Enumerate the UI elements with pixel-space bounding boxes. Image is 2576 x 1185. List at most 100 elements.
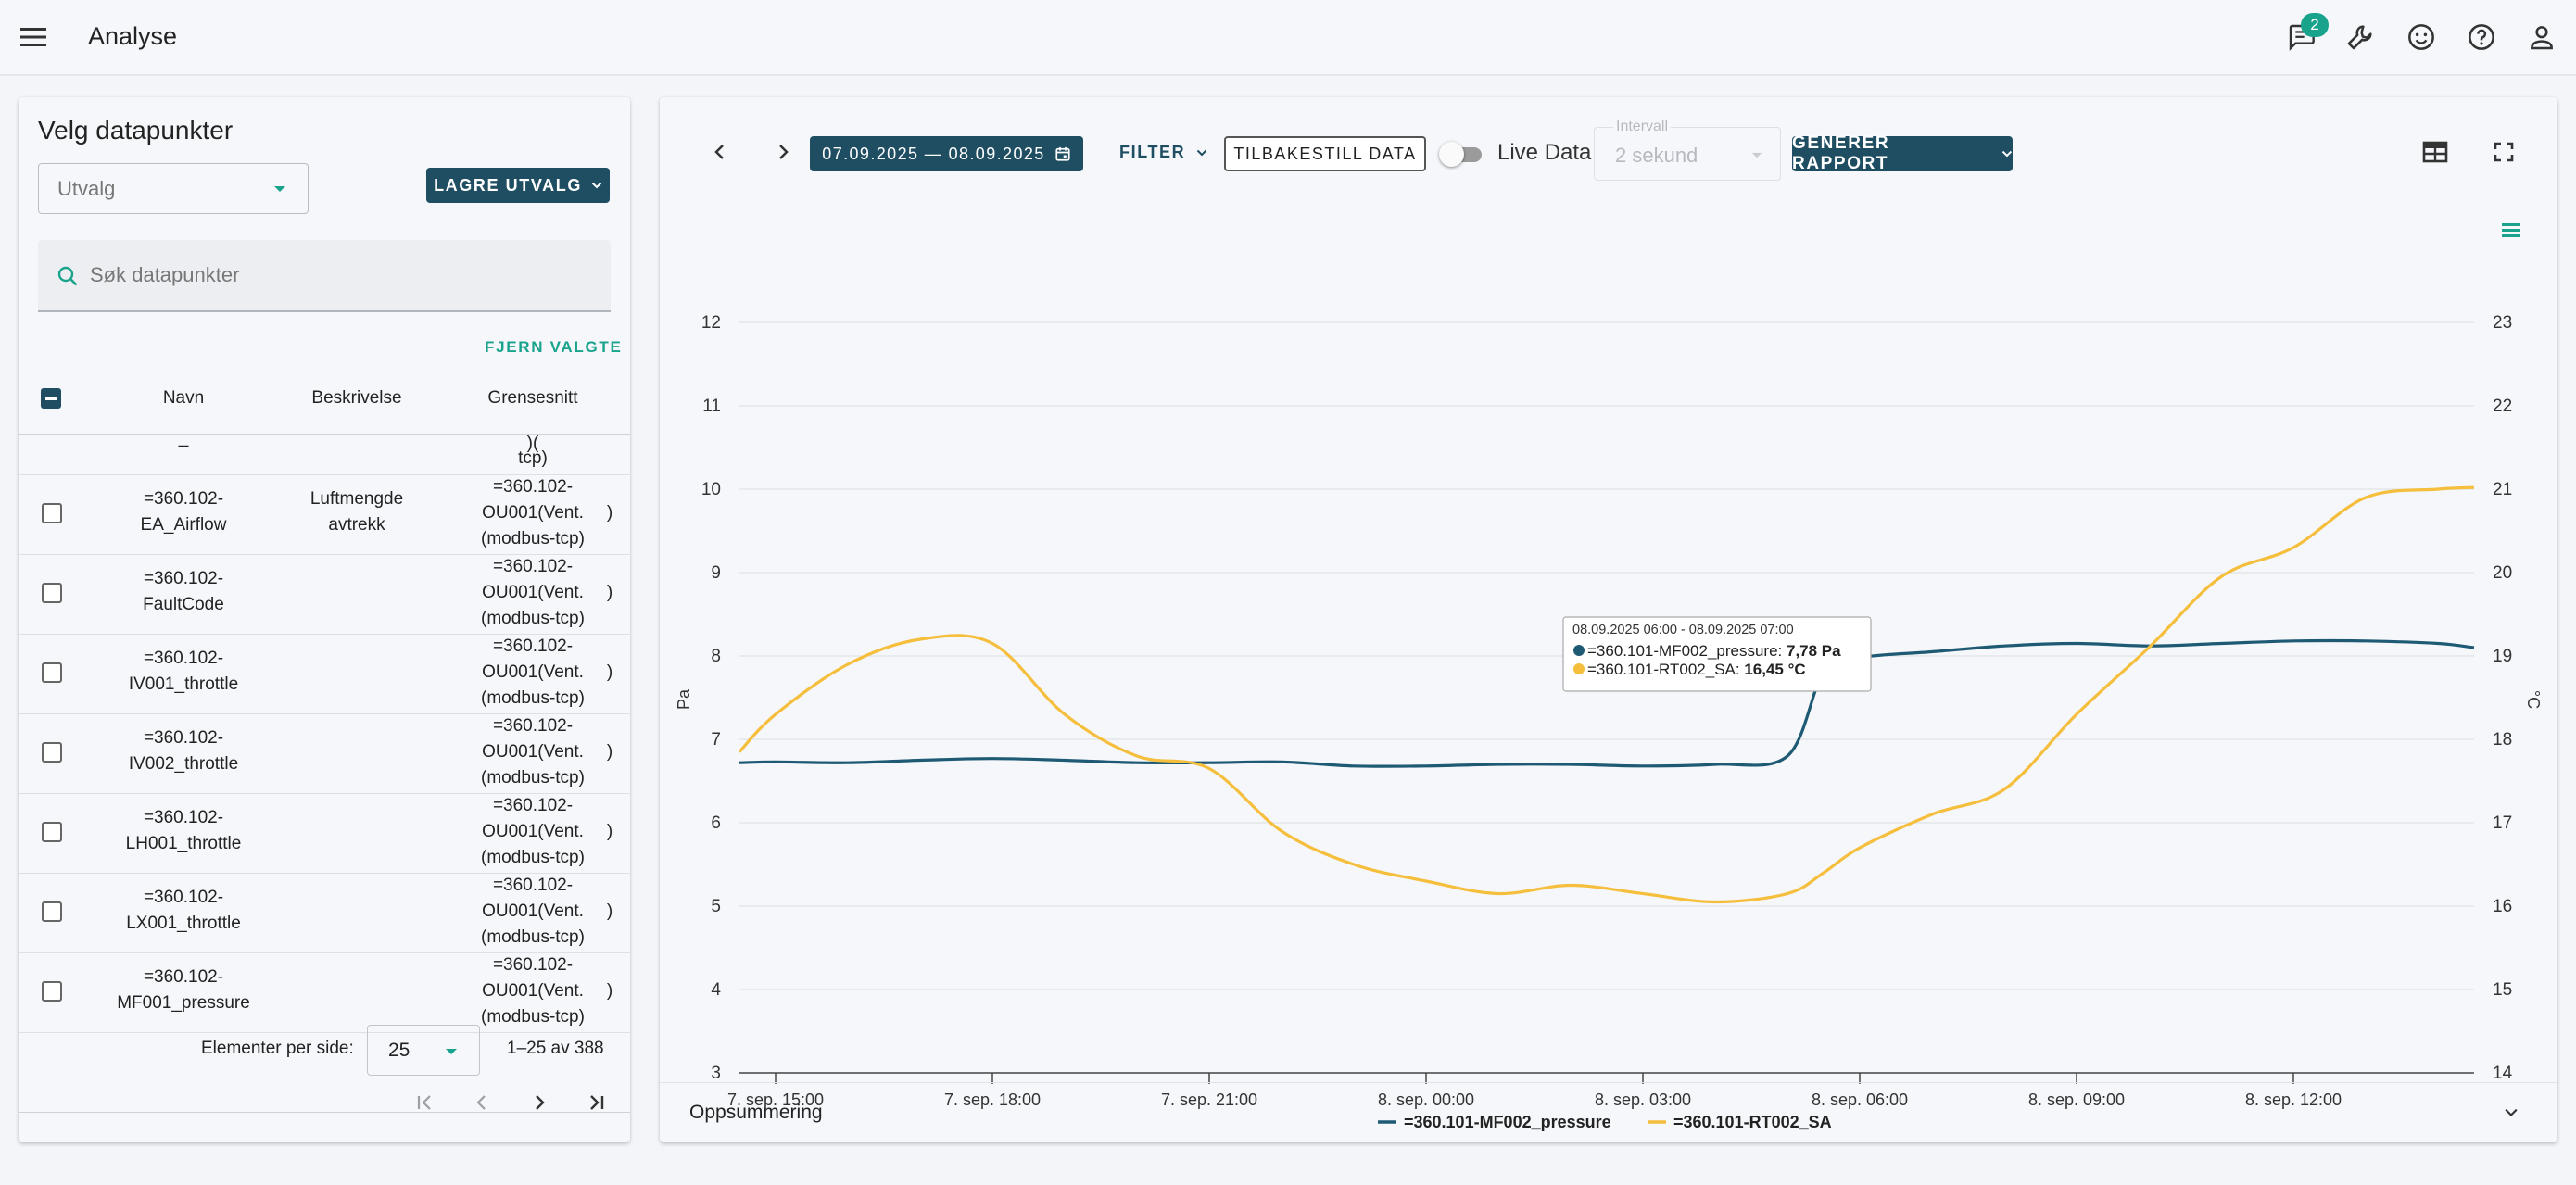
interval-value: 2 sekund: [1615, 144, 1698, 167]
table-row[interactable]: =360.102- IV001_throttle =360.102- OU001(Ve…: [19, 635, 630, 714]
save-selection-button[interactable]: LAGRE UTVALG: [426, 168, 610, 203]
row-description-line1: Luftmengde: [309, 489, 404, 509]
row-name-line1: =360.102-: [143, 569, 224, 588]
row-interface-line2: OU001(Vent.: [482, 662, 584, 682]
interval-label: Intervall: [1613, 119, 1672, 135]
line-chart[interactable]: 3 4 5 6 7 8 9 10 11 12 Pa 14 15 16 17 18 19 20 21 22 23 °C 7…: [660, 199, 2557, 1185]
chevron-down-icon: [1197, 149, 1207, 156]
selection-placeholder: Utvalg: [57, 177, 116, 200]
y-right-tick-label: 22: [2493, 397, 2512, 416]
table-row[interactable]: =360.102- LX001_throttle =360.102- OU001(Ve…: [19, 874, 630, 953]
dropdown-arrow-icon: [274, 186, 285, 192]
menu-icon[interactable]: [11, 15, 56, 59]
column-header-description[interactable]: Beskrivelse: [311, 388, 402, 408]
filter-button[interactable]: FILTER: [1119, 143, 1207, 162]
summary-divider: [660, 1082, 2557, 1083]
partial-row-interface: tcp): [518, 448, 548, 468]
row-name-line2: IV001_throttle: [128, 674, 239, 694]
card-title: Velg datapunkter: [38, 116, 234, 145]
save-selection-label: LAGRE UTVALG: [434, 175, 582, 195]
row-interface-paren: ): [606, 503, 613, 523]
x-tick-label: 8. sep. 03:00: [1595, 1090, 1691, 1109]
reset-data-button[interactable]: TILBAKESTILL DATA: [1224, 136, 1426, 171]
legend-label: =360.101-MF002_pressure: [1404, 1113, 1611, 1131]
select-all-checkbox[interactable]: [41, 388, 61, 409]
chart-card: 07.09.2025 — 08.09.2025 FILTER TILBAKEST…: [660, 97, 2557, 1142]
row-interface-line3: (modbus-tcp): [481, 927, 585, 947]
chevron-down-icon: [2001, 150, 2013, 158]
smiley-icon[interactable]: [2399, 15, 2443, 59]
previous-period-icon[interactable]: [709, 141, 731, 163]
row-interface-paren: ): [606, 901, 613, 921]
summary-label: Oppsummering: [689, 1102, 823, 1123]
generate-report-button[interactable]: GENERER RAPPORT: [1792, 133, 2013, 173]
live-data-toggle[interactable]: [1439, 142, 1487, 167]
x-tick-label: 8. sep. 00:00: [1378, 1090, 1474, 1109]
row-interface-line1: =360.102-: [492, 557, 574, 576]
row-checkbox[interactable]: [42, 742, 62, 763]
row-name-line1: =360.102-: [143, 967, 224, 987]
search-field[interactable]: Søk datapunkter: [38, 240, 611, 312]
y-left-tick-label: 4: [711, 980, 721, 1000]
x-axis: 7. sep. 15:00 7. sep. 18:00 7. sep. 21:00 8…: [727, 1072, 2474, 1109]
remove-selected-button[interactable]: FJERN VALGTE: [485, 338, 623, 356]
row-description-line2: avtrekk: [328, 515, 385, 535]
row-interface-line2: OU001(Vent.: [482, 503, 584, 523]
y-left-tick-label: 7: [711, 730, 721, 750]
row-interface-paren: ): [606, 822, 613, 841]
row-interface-line2: OU001(Vent.: [482, 901, 584, 921]
table-row[interactable]: =360.102- IV002_throttle =360.102- OU001(Ve…: [19, 714, 630, 794]
search-placeholder: Søk datapunkter: [90, 263, 240, 286]
app-bar: Analyse 2: [0, 0, 2576, 76]
row-checkbox[interactable]: [42, 662, 62, 683]
pagination-range: 1–25 av 388: [507, 1039, 604, 1058]
tooltip-title: 08.09.2025 06:00 - 08.09.2025 07:00: [1572, 623, 1794, 637]
previous-page-icon[interactable]: [471, 1091, 493, 1114]
help-icon[interactable]: [2459, 15, 2504, 59]
y-axis-left: 3 4 5 6 7 8 9 10 11 12 Pa: [675, 313, 721, 1083]
column-header-interface[interactable]: Grensesnitt: [487, 388, 578, 408]
fullscreen-icon[interactable]: [2493, 141, 2515, 163]
chevron-down-icon: [591, 182, 602, 189]
datapoint-table[interactable]: _ )( tcp) =360.102- EA_Airflow Luftmengde a…: [19, 435, 630, 1112]
summary-panel[interactable]: Oppsummering: [660, 1083, 2557, 1142]
first-page-icon[interactable]: [413, 1091, 436, 1114]
table-row[interactable]: =360.102- LH001_throttle =360.102- OU001(Ve…: [19, 794, 630, 874]
selection-dropdown[interactable]: Utvalg: [38, 163, 309, 214]
search-icon: [57, 266, 78, 286]
date-range-button[interactable]: 07.09.2025 — 08.09.2025: [810, 136, 1083, 171]
per-page-select[interactable]: 25: [367, 1025, 480, 1076]
row-name-line2: FaultCode: [143, 595, 224, 614]
row-checkbox[interactable]: [42, 981, 62, 1002]
account-icon[interactable]: [2519, 15, 2564, 59]
series-line-2: [738, 485, 2475, 904]
column-header-name[interactable]: Navn: [162, 388, 205, 408]
row-checkbox[interactable]: [42, 822, 62, 842]
chart-tooltip: 08.09.2025 06:00 - 08.09.2025 07:00 =360…: [1562, 616, 1872, 692]
last-page-icon[interactable]: [586, 1091, 608, 1114]
x-tick-label: 7. sep. 15:00: [727, 1090, 824, 1109]
chart-legend[interactable]: =360.101-MF002_pressure =360.101-RT002_SA: [1378, 1113, 1832, 1131]
y-left-tick-label: 11: [702, 397, 721, 416]
notification-badge: 2: [2301, 13, 2329, 37]
row-checkbox[interactable]: [42, 583, 62, 603]
table-view-icon[interactable]: [2422, 141, 2448, 163]
table-row[interactable]: =360.102- EA_Airflow Luftmengde avtrekk =360…: [19, 475, 630, 555]
row-name-line1: =360.102-: [143, 728, 224, 748]
dropdown-arrow-icon: [446, 1049, 457, 1054]
table-row[interactable]: =360.102- FaultCode =360.102- OU001(Vent. (m…: [19, 555, 630, 635]
y-right-tick-label: 21: [2493, 480, 2512, 499]
chart-series: [738, 485, 2475, 904]
next-page-icon[interactable]: [528, 1091, 550, 1114]
wrench-icon[interactable]: [2338, 15, 2382, 59]
datapoint-selector-card: Velg datapunkter Utvalg LAGRE UTVALG Søk…: [19, 97, 630, 1142]
next-period-icon[interactable]: [772, 141, 794, 163]
y-right-tick-label: 20: [2493, 563, 2512, 583]
chart-menu-icon[interactable]: [2502, 223, 2520, 237]
y-left-tick-label: 5: [711, 897, 721, 916]
row-interface-line1: =360.102-: [492, 876, 574, 895]
row-checkbox[interactable]: [42, 503, 62, 523]
row-interface-line1: =360.102-: [492, 637, 574, 656]
row-checkbox[interactable]: [42, 901, 62, 922]
table-row[interactable]: =360.102- MF001_pressure =360.102- OU001(Ve…: [19, 953, 630, 1033]
